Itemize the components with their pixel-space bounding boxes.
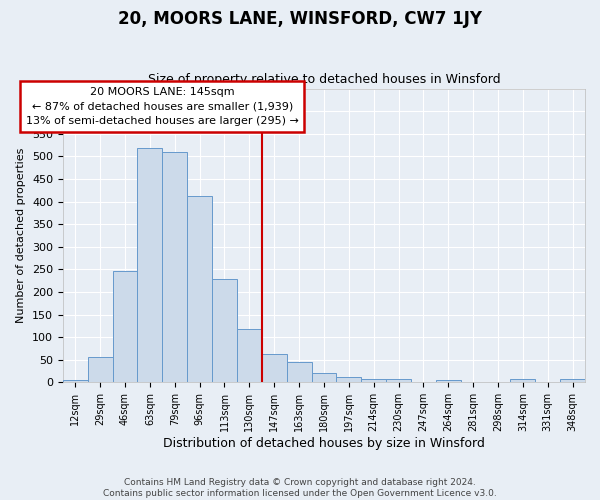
Text: Contains HM Land Registry data © Crown copyright and database right 2024.
Contai: Contains HM Land Registry data © Crown c… <box>103 478 497 498</box>
Bar <box>311 373 337 382</box>
Bar <box>262 354 287 382</box>
Title: Size of property relative to detached houses in Winsford: Size of property relative to detached ho… <box>148 73 500 86</box>
Bar <box>88 356 113 382</box>
Bar <box>63 380 88 382</box>
Bar <box>163 152 187 382</box>
Bar <box>511 379 535 382</box>
Bar <box>287 362 311 382</box>
Bar <box>237 330 262 382</box>
X-axis label: Distribution of detached houses by size in Winsford: Distribution of detached houses by size … <box>163 437 485 450</box>
Bar <box>436 380 461 382</box>
Bar <box>137 148 163 382</box>
Text: 20, MOORS LANE, WINSFORD, CW7 1JY: 20, MOORS LANE, WINSFORD, CW7 1JY <box>118 10 482 28</box>
Bar <box>337 377 361 382</box>
Bar <box>386 379 411 382</box>
Text: 20 MOORS LANE: 145sqm
← 87% of detached houses are smaller (1,939)
13% of semi-d: 20 MOORS LANE: 145sqm ← 87% of detached … <box>26 87 299 126</box>
Bar <box>187 196 212 382</box>
Bar <box>361 378 386 382</box>
Bar <box>212 280 237 382</box>
Bar <box>113 271 137 382</box>
Y-axis label: Number of detached properties: Number of detached properties <box>16 148 26 323</box>
Bar <box>560 379 585 382</box>
